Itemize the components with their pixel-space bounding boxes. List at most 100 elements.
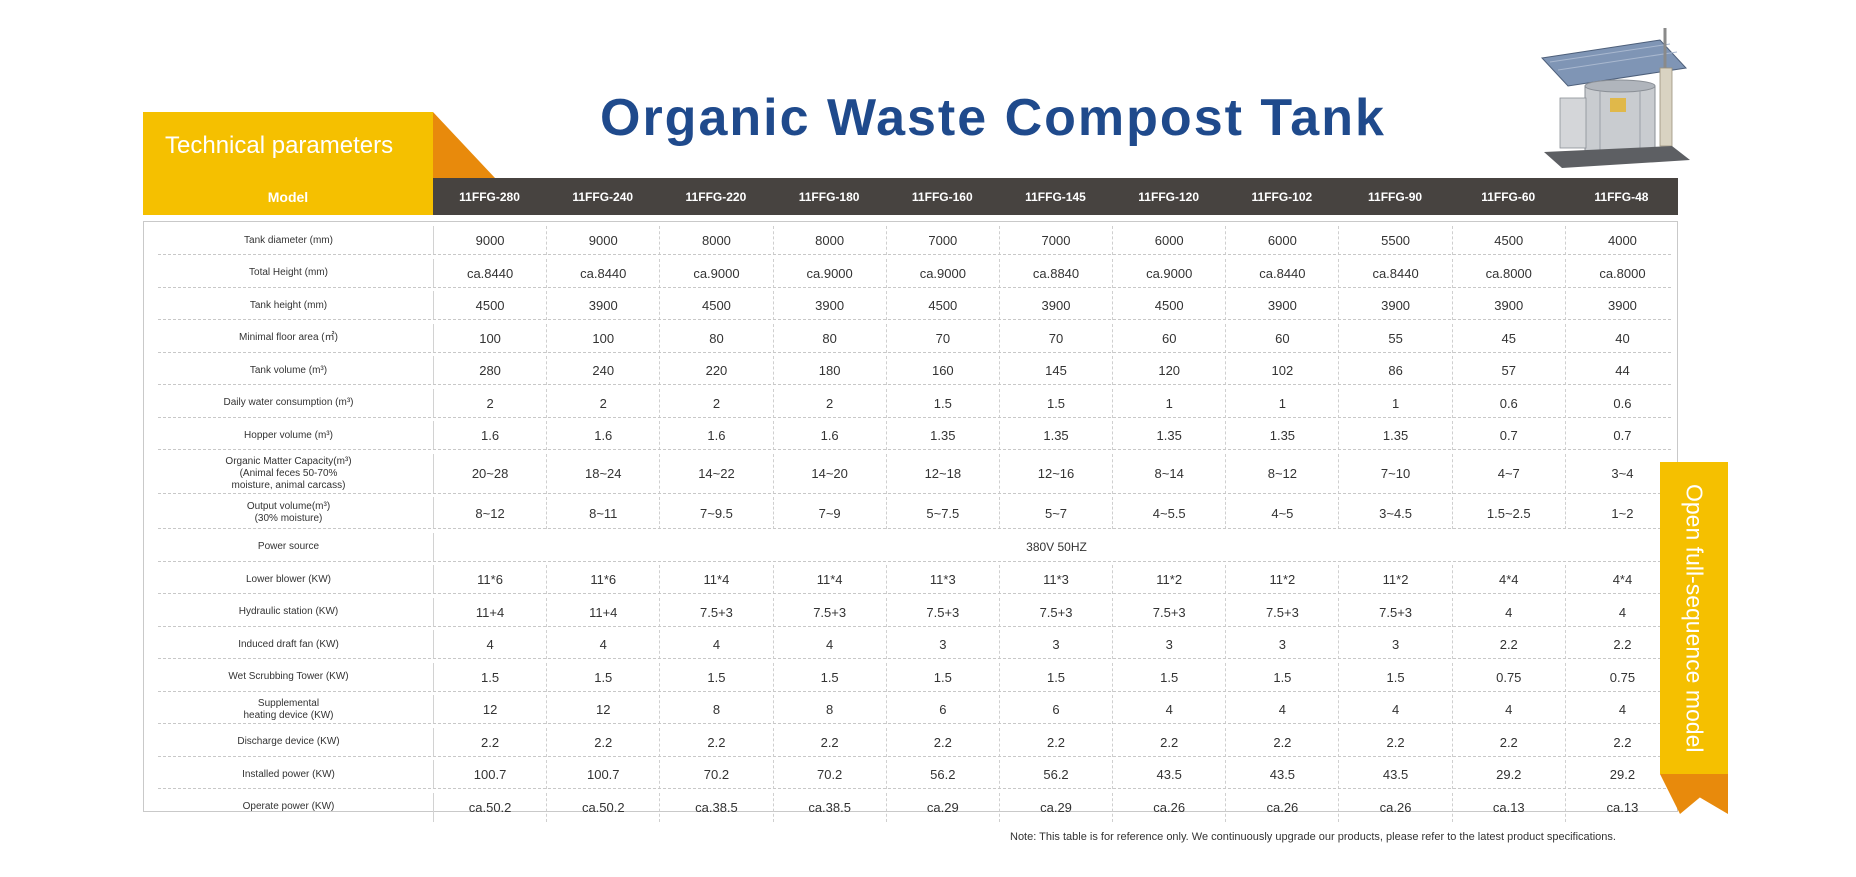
row-label-line: Installed power (KW) [242,768,335,780]
model-header-cell: 11FFG-90 [1368,189,1423,204]
table-cell: 1.5~2.5 [1453,497,1566,529]
table-cell: 2.2 [1226,727,1340,757]
table-cell: 12 [434,695,548,724]
table-cell: 7.5+3 [1000,597,1114,627]
table-cell: 11+4 [547,597,661,627]
table-cell: 43.5 [1113,760,1227,789]
table-cell: 7.5+3 [774,597,887,627]
table-cell: 11*6 [434,565,548,594]
table-cell: 280 [434,356,548,385]
table-cell: ca.9000 [660,258,774,288]
row-label-line: Minimal floor area (㎡) [239,332,338,343]
table-cell: 8~11 [547,497,661,529]
table-cell: 3900 [774,291,887,320]
row-label: Supplemental heating device (KW) [144,695,434,724]
table-cell: 4500 [1113,291,1227,320]
table-cell: 180 [774,356,887,385]
table-cell: 40 [1615,330,1630,346]
table-cell: 4*4 [1612,572,1633,587]
table-cell: 20~28 [434,453,548,494]
table-cell: 7~10 [1339,453,1453,494]
table-header-row: Model 11FFG-280 11FFG-240 11FFG-220 11FFG-1… [143,178,1678,215]
table-cell: 1 [1113,388,1227,418]
table-row: Hopper volume (m³) 1.6 1.6 1.6 1.6 1.35 1.35 1.… [144,421,1679,450]
row-label: Power source [144,532,434,562]
row-label: Discharge device (KW) [144,727,434,757]
table-cell: 3 [1000,630,1114,659]
table-cell: 1.5 [887,388,1000,418]
ribbon-fold-accent [1660,774,1728,814]
spec-table: Tank diameter (mm) 9000 9000 8000 8000 7000 70… [143,221,1679,822]
table-row: Operate power (KW) ca.50.2 ca.50.2 ca.38.5 c… [144,792,1679,822]
table-cell: 1.6 [434,421,548,450]
table-cell: 44 [1615,363,1630,378]
row-label: Induced draft fan (KW) [144,630,434,659]
table-cell: ca.29 [887,792,1000,822]
table-cell: 1.6 [547,421,661,450]
model-header-cell: 11FFG-60 [1481,189,1536,204]
table-cell: 12~16 [1000,453,1114,494]
table-cell: 43.5 [1339,760,1453,789]
table-cell: 2.2 [887,727,1000,757]
table-cell: 5~7.5 [887,497,1000,529]
table-cell: 3900 [1339,291,1453,320]
row-label: Operate power (KW) [144,792,434,822]
table-cell: 70 [1000,323,1114,353]
row-label-line: Wet Scrubbing Tower (KW) [228,671,349,682]
row-label: Lower blower (KW) [144,565,434,594]
row-label: Output volume(m³) (30% moisture) [144,497,434,529]
table-cell: 1.6 [660,421,774,450]
table-cell: ca.8000 [1599,265,1646,281]
table-cell: 2.2 [1453,630,1566,659]
table-cell: 2.2 [1113,727,1227,757]
table-cell: 100 [434,323,548,353]
table-cell: 11*6 [547,565,661,594]
model-header-cell: 11FFG-220 [685,189,747,204]
spanning-cell: 380V 50HZ [1026,540,1087,554]
table-cell: 14~20 [774,453,887,494]
table-cell: 4 [1453,597,1566,627]
table-cell: 2.2 [1339,727,1453,757]
table-cell: ca.13 [1606,799,1639,815]
footnote: Note: This table is for reference only. … [1010,831,1616,843]
table-cell: 11*3 [887,565,1000,594]
table-row: Organic Matter Capacity(m³) (Animal feces… [144,453,1679,494]
table-cell: 70.2 [660,760,774,789]
table-row: Wet Scrubbing Tower (KW) 1.5 1.5 1.5 1.5 1.5 1… [144,662,1679,692]
table-cell: 5500 [1339,226,1453,255]
table-cell: 2.2 [660,727,774,757]
table-cell: 1~2 [1611,505,1634,521]
row-label-line: Operate power (KW) [242,801,335,812]
table-cell: 80 [660,323,774,353]
model-header-cell: 11FFG-102 [1251,189,1313,204]
table-cell: 3900 [1226,291,1340,320]
table-cell: 100 [547,323,661,353]
model-header-cell: 11FFG-280 [459,189,520,204]
table-cell: 2 [774,388,887,418]
table-cell: 60 [1113,323,1227,353]
table-cell: 4000 [1607,233,1637,248]
table-cell: 2 [660,388,774,418]
table-cell: 9000 [547,226,661,255]
row-label-line: Hydraulic station (KW) [238,606,339,617]
table-cell: ca.8440 [547,258,661,288]
table-cell: 7~9 [774,497,887,529]
table-cell: 4 [1618,702,1627,717]
table-cell: ca.9000 [774,258,887,288]
table-cell: 1 [1226,388,1340,418]
table-cell: 4500 [660,291,774,320]
table-cell: 6 [887,695,1000,724]
table-cell: 43.5 [1226,760,1340,789]
table-cell: 1.35 [1113,421,1227,450]
table-cell: 3~4.5 [1339,497,1453,529]
table-cell: 3 [1339,630,1453,659]
row-label: Tank volume (m³) [144,356,434,385]
table-row: Induced draft fan (KW) 4 4 4 4 3 3 3 3 3 2.2 2.2 [144,630,1679,659]
table-cell: 5~7 [1000,497,1114,529]
table-cell: 4 [1618,604,1627,620]
table-cell: 11*4 [774,565,887,594]
row-label: Tank height (mm) [144,291,434,320]
table-cell: ca.26 [1339,792,1453,822]
table-cell: 2.2 [1453,727,1566,757]
model-header-cell: 11FFG-48 [1594,189,1649,204]
